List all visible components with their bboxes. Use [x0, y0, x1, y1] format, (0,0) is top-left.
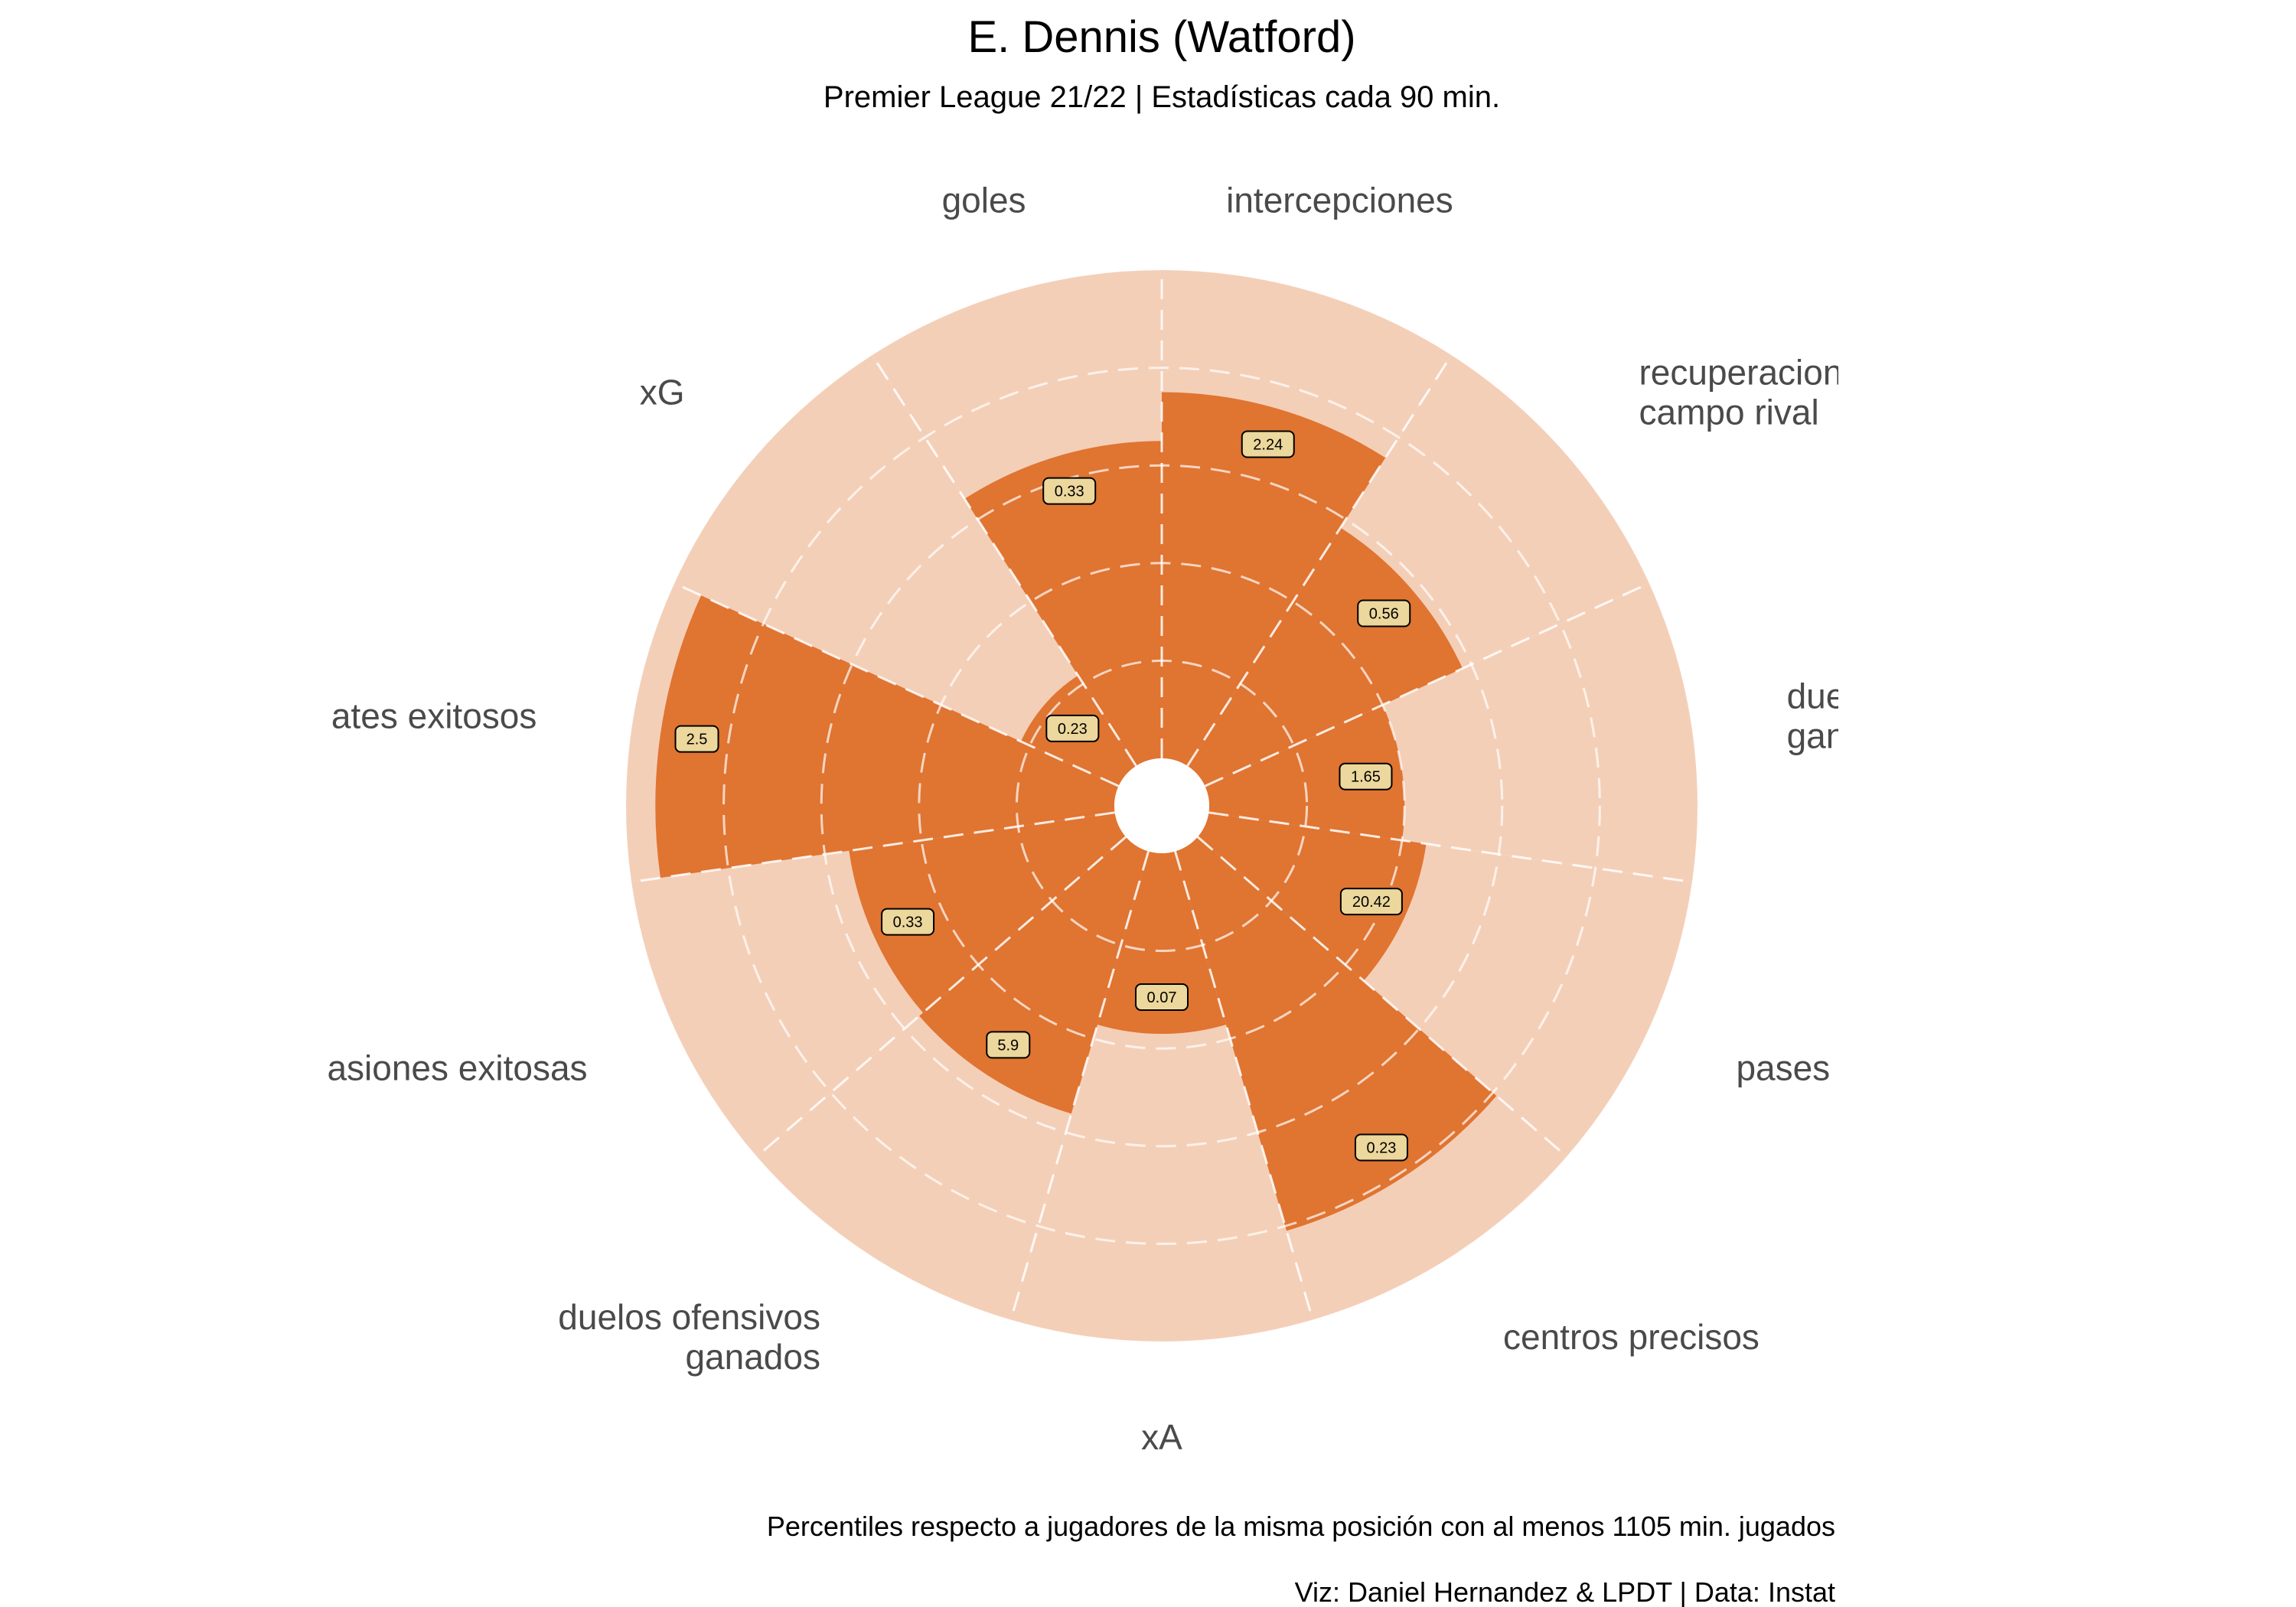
percentile-bar: [1197, 812, 1427, 981]
category-label: intercepciones: [1226, 180, 1453, 220]
category-label: recuperaciones campo rival: [1639, 353, 1880, 432]
category-label: xA: [1141, 1417, 1182, 1457]
category-label: xG: [640, 373, 685, 412]
value-label-text: 2.24: [1253, 436, 1283, 453]
value-label-text: 20.42: [1352, 894, 1391, 911]
chart-subtitle: Premier League 21/22 | Estadísticas cada…: [823, 80, 1500, 114]
category-label: duelos aéreos ganados: [1787, 676, 2008, 756]
footer-note: Percentiles respecto a jugadores de la m…: [767, 1511, 1835, 1542]
value-label: 0.56: [1357, 599, 1411, 627]
value-label: 0.07: [1135, 983, 1189, 1012]
grid-spoke: [668, 579, 1120, 787]
percentile-bar: [1175, 836, 1497, 1231]
percentile-bar: [1205, 705, 1405, 841]
grid-spoke: [1186, 349, 1456, 767]
grid-spoke: [1008, 851, 1150, 1326]
value-label-box: [1241, 430, 1295, 458]
value-label-text: 5.9: [997, 1037, 1019, 1054]
center-hole: [1114, 758, 1209, 853]
grid-spoke: [751, 836, 1127, 1162]
value-label-text: 0.33: [893, 914, 923, 931]
value-label: 2.5: [674, 725, 719, 753]
footer-credit: Viz: Daniel Hernandez & LPDT | Data: Ins…: [1295, 1576, 1835, 1607]
grid-spoke: [1174, 851, 1316, 1326]
category-labels: intercepciones recuperaciones campo rival d…: [327, 180, 2008, 1457]
value-label-box: [986, 1031, 1031, 1059]
category-label: centros precisos: [1503, 1317, 1760, 1357]
grid-ring: [722, 367, 1601, 1245]
value-label: 0.33: [1042, 477, 1097, 505]
category-label: pases: [1736, 1048, 1830, 1088]
grid-spoke: [625, 811, 1115, 885]
background-wedge: [1010, 851, 1313, 1341]
value-label-box: [1042, 477, 1097, 505]
value-label: 5.9: [986, 1031, 1031, 1059]
value-label: 1.65: [1339, 762, 1393, 790]
value-label: 20.42: [1339, 888, 1403, 916]
value-label-text: 0.07: [1147, 989, 1177, 1006]
value-label-text: 0.33: [1055, 484, 1084, 500]
background-wedge: [674, 355, 1137, 787]
value-label-text: 0.23: [1366, 1140, 1396, 1157]
value-label-box: [1135, 983, 1189, 1012]
percentile-bar: [849, 812, 1127, 1013]
percentile-bar: [1097, 851, 1226, 1035]
value-label-text: 1.65: [1351, 769, 1381, 786]
category-label: goles: [942, 180, 1026, 220]
grid-spoke: [1208, 811, 1699, 885]
category-label: ates exitosos: [331, 696, 536, 736]
value-label: 0.23: [1354, 1133, 1408, 1162]
chart-title: E. Dennis (Watford): [967, 12, 1355, 62]
value-label-box: [1339, 888, 1403, 916]
value-label-box: [881, 908, 935, 936]
grid-lines: [625, 264, 1699, 1326]
value-label-box: [1357, 599, 1411, 627]
percentile-bars: [655, 392, 1497, 1231]
percentile-bar: [655, 595, 1119, 878]
value-label-text: 2.5: [687, 732, 708, 748]
value-label-text: 0.56: [1369, 606, 1399, 623]
value-label: 0.23: [1045, 714, 1100, 742]
category-label: duelos ofensivos ganados: [558, 1297, 820, 1377]
value-label: 2.24: [1241, 430, 1295, 458]
value-label: 0.33: [881, 908, 935, 936]
value-label-box: [1354, 1133, 1408, 1162]
value-label-box: [674, 725, 719, 753]
plot-area: 2.24 0.56 1.65 20.42 0.23 0.07 5.9 0.33 2.5 0.23 0…: [327, 180, 2008, 1457]
percentile-bar: [1187, 527, 1463, 787]
value-label-box: [1045, 714, 1100, 742]
value-label-box: [1339, 762, 1393, 790]
value-label-text: 0.23: [1058, 721, 1088, 738]
category-label: asiones exitosas: [327, 1048, 587, 1088]
percentile-bar: [964, 441, 1162, 766]
grid-spoke: [1196, 836, 1573, 1162]
grid-spoke: [1204, 579, 1655, 787]
value-labels: 2.24 0.56 1.65 20.42 0.23 0.07 5.9 0.33 2.5 0.23 0…: [674, 430, 1411, 1162]
grid-spoke: [867, 349, 1137, 767]
